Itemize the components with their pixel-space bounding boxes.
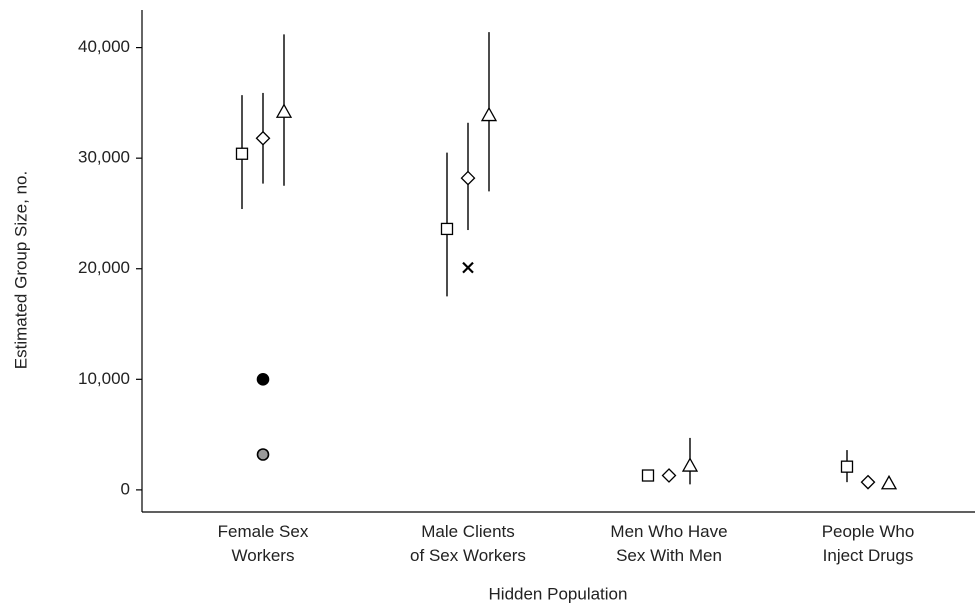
marker-diamond bbox=[860, 474, 876, 490]
marker-diamond bbox=[255, 130, 271, 146]
marker-triangle bbox=[275, 103, 293, 118]
x-axis-title: Hidden Population bbox=[489, 584, 628, 603]
marker-circle bbox=[256, 373, 270, 386]
marker-square bbox=[235, 147, 249, 160]
marker-diamond bbox=[661, 468, 677, 483]
x-tick-label: Male Clients of Sex Workers bbox=[410, 522, 526, 565]
marker-square bbox=[641, 469, 655, 482]
y-tick-label: 40,000 bbox=[78, 37, 130, 56]
marker-triangle bbox=[480, 106, 498, 122]
marker-circle bbox=[256, 448, 270, 461]
marker-square bbox=[440, 222, 454, 236]
y-tick-label: 20,000 bbox=[78, 258, 130, 277]
marker-triangle bbox=[880, 474, 898, 490]
y-tick-label: 10,000 bbox=[78, 369, 130, 388]
x-tick-label: Female Sex Workers bbox=[218, 522, 309, 565]
marker-x bbox=[462, 261, 474, 274]
marker-triangle bbox=[681, 457, 699, 472]
y-axis-title: Estimated Group Size, no. bbox=[11, 171, 30, 369]
y-tick-label: 30,000 bbox=[78, 148, 130, 167]
marker-diamond bbox=[460, 170, 476, 186]
x-tick-label: Men Who Have Sex With Men bbox=[610, 522, 727, 565]
x-tick-label: People Who Inject Drugs bbox=[822, 522, 915, 565]
marker-square bbox=[840, 460, 854, 473]
y-tick-label: 0 bbox=[121, 479, 130, 498]
